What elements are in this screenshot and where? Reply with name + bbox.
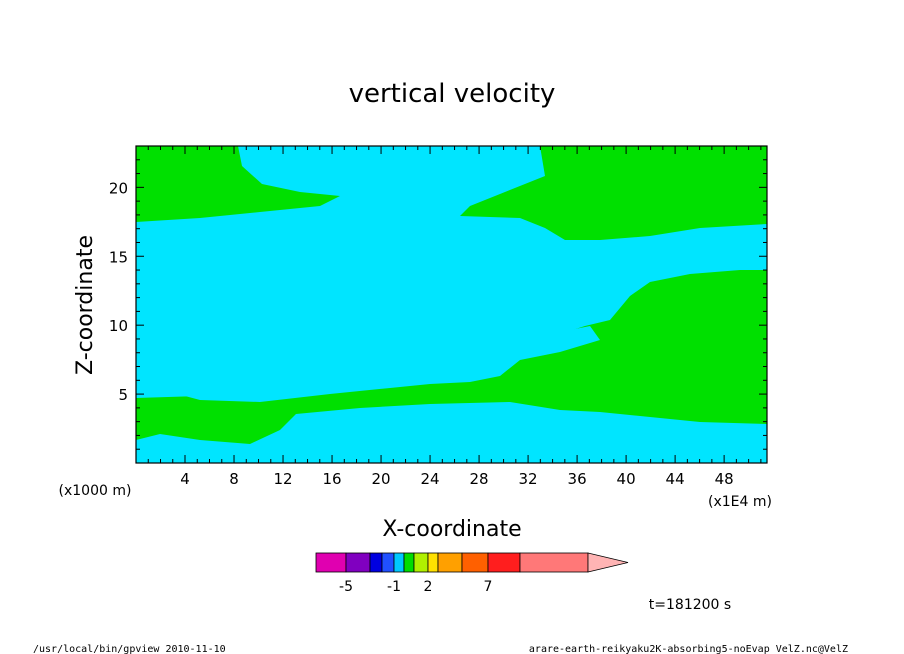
y-tick-label: 15 (109, 248, 128, 266)
y-tick-label: 10 (109, 317, 128, 335)
colorbar-swatch (437, 552, 463, 573)
y-tick-label: 20 (109, 179, 128, 197)
x-tick-label: 32 (519, 470, 538, 488)
colorbar-label: 2 (424, 579, 433, 595)
colorbar-label: 7 (484, 579, 493, 595)
x-tick-label: 48 (715, 470, 734, 488)
x-axis: 4 8 12 16 20 24 28 32 36 40 44 48 (147, 146, 762, 488)
contour-region-negative-mid (170, 322, 600, 402)
colorbar-swatch (345, 552, 371, 573)
contour-region-negative-low (136, 402, 767, 463)
y-tick-label: 5 (118, 386, 128, 404)
chart-title: vertical velocity (349, 79, 556, 109)
colorbar-swatch (393, 552, 405, 573)
colorbar-labels: -5 -1 2 7 (339, 579, 492, 595)
x-tick-label: 12 (273, 470, 292, 488)
colorbar-swatch (315, 552, 347, 573)
y-unit-label: (x1000 m) (59, 483, 132, 499)
colorbar-arrow (587, 552, 629, 573)
x-tick-label: 4 (180, 470, 190, 488)
time-label: t=181200 s (649, 597, 731, 613)
colorbar-swatch (369, 552, 383, 573)
x-tick-label: 44 (666, 470, 685, 488)
colorbar-swatch (413, 552, 429, 573)
x-tick-label: 20 (372, 470, 391, 488)
colorbar-swatch (403, 552, 415, 573)
x-tick-label: 40 (617, 470, 636, 488)
colorbar-swatch (487, 552, 521, 573)
colorbar (315, 552, 629, 573)
x-tick-label: 36 (568, 470, 587, 488)
colorbar-label: -5 (339, 579, 353, 595)
y-axis: 5 10 15 20 (109, 159, 767, 450)
contour-region-negative (136, 146, 767, 398)
colorbar-swatch (461, 552, 489, 573)
x-tick-label: 16 (322, 470, 341, 488)
y-axis-label: Z-coordinate (73, 235, 98, 375)
footer-left: /usr/local/bin/gpview 2010-11-10 (33, 644, 226, 654)
colorbar-swatch (519, 552, 589, 573)
colorbar-label: -1 (387, 579, 401, 595)
colorbar-swatch (427, 552, 439, 573)
plot-frame (135, 145, 768, 464)
x-tick-label: 8 (229, 470, 239, 488)
x-tick-label: 24 (421, 470, 440, 488)
x-tick-label: 28 (470, 470, 489, 488)
x-unit-label: (x1E4 m) (708, 494, 772, 510)
footer-right: arare-earth-reikyaku2K-absorbing5-noEvap… (529, 644, 848, 654)
plot-area (135, 145, 768, 464)
contour-regions (136, 146, 767, 463)
x-axis-label: X-coordinate (382, 517, 521, 542)
colorbar-swatch (381, 552, 395, 573)
